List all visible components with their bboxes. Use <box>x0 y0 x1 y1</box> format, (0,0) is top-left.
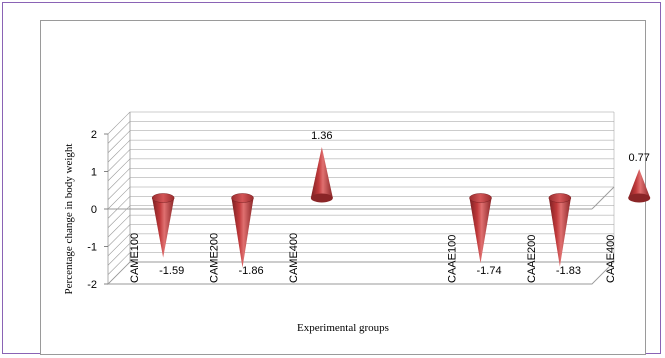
cone-bar <box>628 169 651 203</box>
data-label: 1.36 <box>311 130 332 142</box>
gridlines <box>106 111 616 285</box>
x-axis-title: Experimental groups <box>297 322 389 334</box>
cone-body <box>231 198 254 268</box>
side-gridline <box>107 243 131 266</box>
category-label: CAME400 <box>288 233 300 283</box>
y-axis: 2 1 0 -1 -2 <box>87 129 108 291</box>
cone-cap <box>231 193 254 203</box>
cone-bar <box>231 193 254 268</box>
cone-body <box>548 198 571 267</box>
side-gridline <box>107 111 131 135</box>
side-gridline <box>107 233 131 257</box>
side-gridline <box>107 214 131 238</box>
y-tick-label: -1 <box>87 242 97 254</box>
cone-cap <box>469 193 492 203</box>
side-gridline <box>107 158 131 182</box>
data-label: -1.59 <box>159 265 184 277</box>
cone-bar <box>469 193 492 264</box>
category-label: CAAE400 <box>605 235 617 283</box>
cone-body <box>152 198 175 258</box>
side-gridline <box>107 139 131 163</box>
cone-body <box>310 147 333 198</box>
category-label: CAME200 <box>208 233 220 283</box>
cone-base <box>310 193 333 203</box>
cone-cap <box>151 193 175 203</box>
y-axis-title: Percentage change in body weight <box>63 144 75 295</box>
zero-plane-side <box>591 186 615 210</box>
data-label: -1.74 <box>477 265 502 277</box>
chart-area <box>40 20 646 355</box>
category-label: CAME100 <box>129 233 141 283</box>
cone-cap <box>548 193 572 203</box>
y-tick-label: 2 <box>91 129 97 141</box>
side-gridline <box>107 224 131 247</box>
category-label: CAAE200 <box>526 235 538 283</box>
y-tick-label: -2 <box>87 279 97 291</box>
cone-body <box>628 169 651 198</box>
y-tick-label: 0 <box>91 204 97 216</box>
cone-base <box>628 193 651 203</box>
data-label: -1.86 <box>238 265 263 277</box>
category-label: CAAE100 <box>447 235 459 283</box>
data-label: 0.77 <box>629 152 650 164</box>
side-gridline <box>107 121 131 144</box>
y-tick-label: 1 <box>91 167 97 179</box>
side-gridline <box>107 186 131 210</box>
side-gridline <box>107 196 131 219</box>
data-label: -1.83 <box>556 265 581 277</box>
side-gridline <box>107 149 131 172</box>
side-gridline <box>107 130 131 153</box>
side-gridline <box>107 252 131 275</box>
cone-bar <box>548 193 572 267</box>
labels: -1.59 CAME100 -1.86 CAME200 1.36 CAME400 -1.74… <box>129 130 650 283</box>
cones <box>151 147 651 268</box>
cone-bar <box>151 193 175 258</box>
cone-bar <box>310 147 333 203</box>
side-gridline <box>107 168 131 191</box>
side-gridline <box>107 177 131 200</box>
cone-body <box>469 198 492 264</box>
